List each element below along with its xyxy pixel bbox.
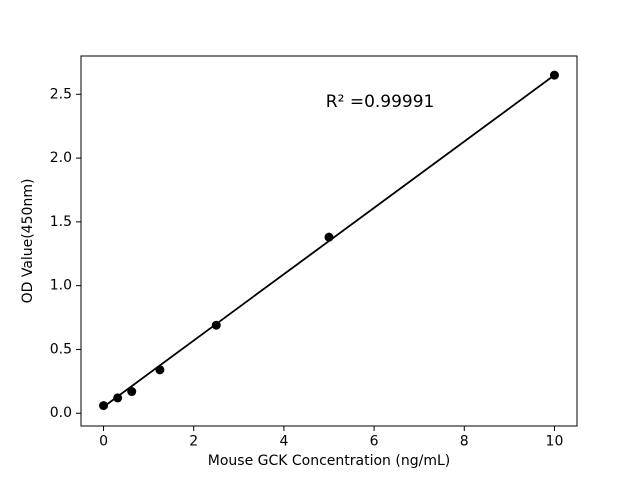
y-tick-label: 0.0 — [50, 405, 72, 421]
data-point — [549, 70, 559, 80]
plot-frame — [80, 55, 578, 427]
x-tick-label: 2 — [189, 434, 198, 450]
data-point — [99, 401, 109, 411]
data-point — [211, 320, 221, 330]
data-point — [127, 387, 137, 397]
data-point — [155, 365, 165, 375]
r-squared-annotation: R² =0.99991 — [326, 92, 435, 112]
data-point — [113, 393, 123, 403]
y-tick-label: 2.5 — [50, 86, 72, 102]
x-tick-label: 8 — [460, 434, 469, 450]
y-tick-label: 1.0 — [50, 278, 72, 294]
x-tick-label: 4 — [279, 434, 288, 450]
data-point — [324, 232, 334, 242]
y-tick-label: 0.5 — [50, 341, 72, 357]
x-tick-label: 6 — [370, 434, 379, 450]
x-tick-label: 0 — [99, 434, 108, 450]
x-axis-label: Mouse GCK Concentration (ng/mL) — [208, 453, 450, 469]
y-tick-label: 2.0 — [50, 150, 72, 166]
x-tick-label: 10 — [546, 434, 564, 450]
y-tick-label: 1.5 — [50, 214, 72, 230]
y-axis-label: OD Value(450nm) — [20, 179, 36, 304]
